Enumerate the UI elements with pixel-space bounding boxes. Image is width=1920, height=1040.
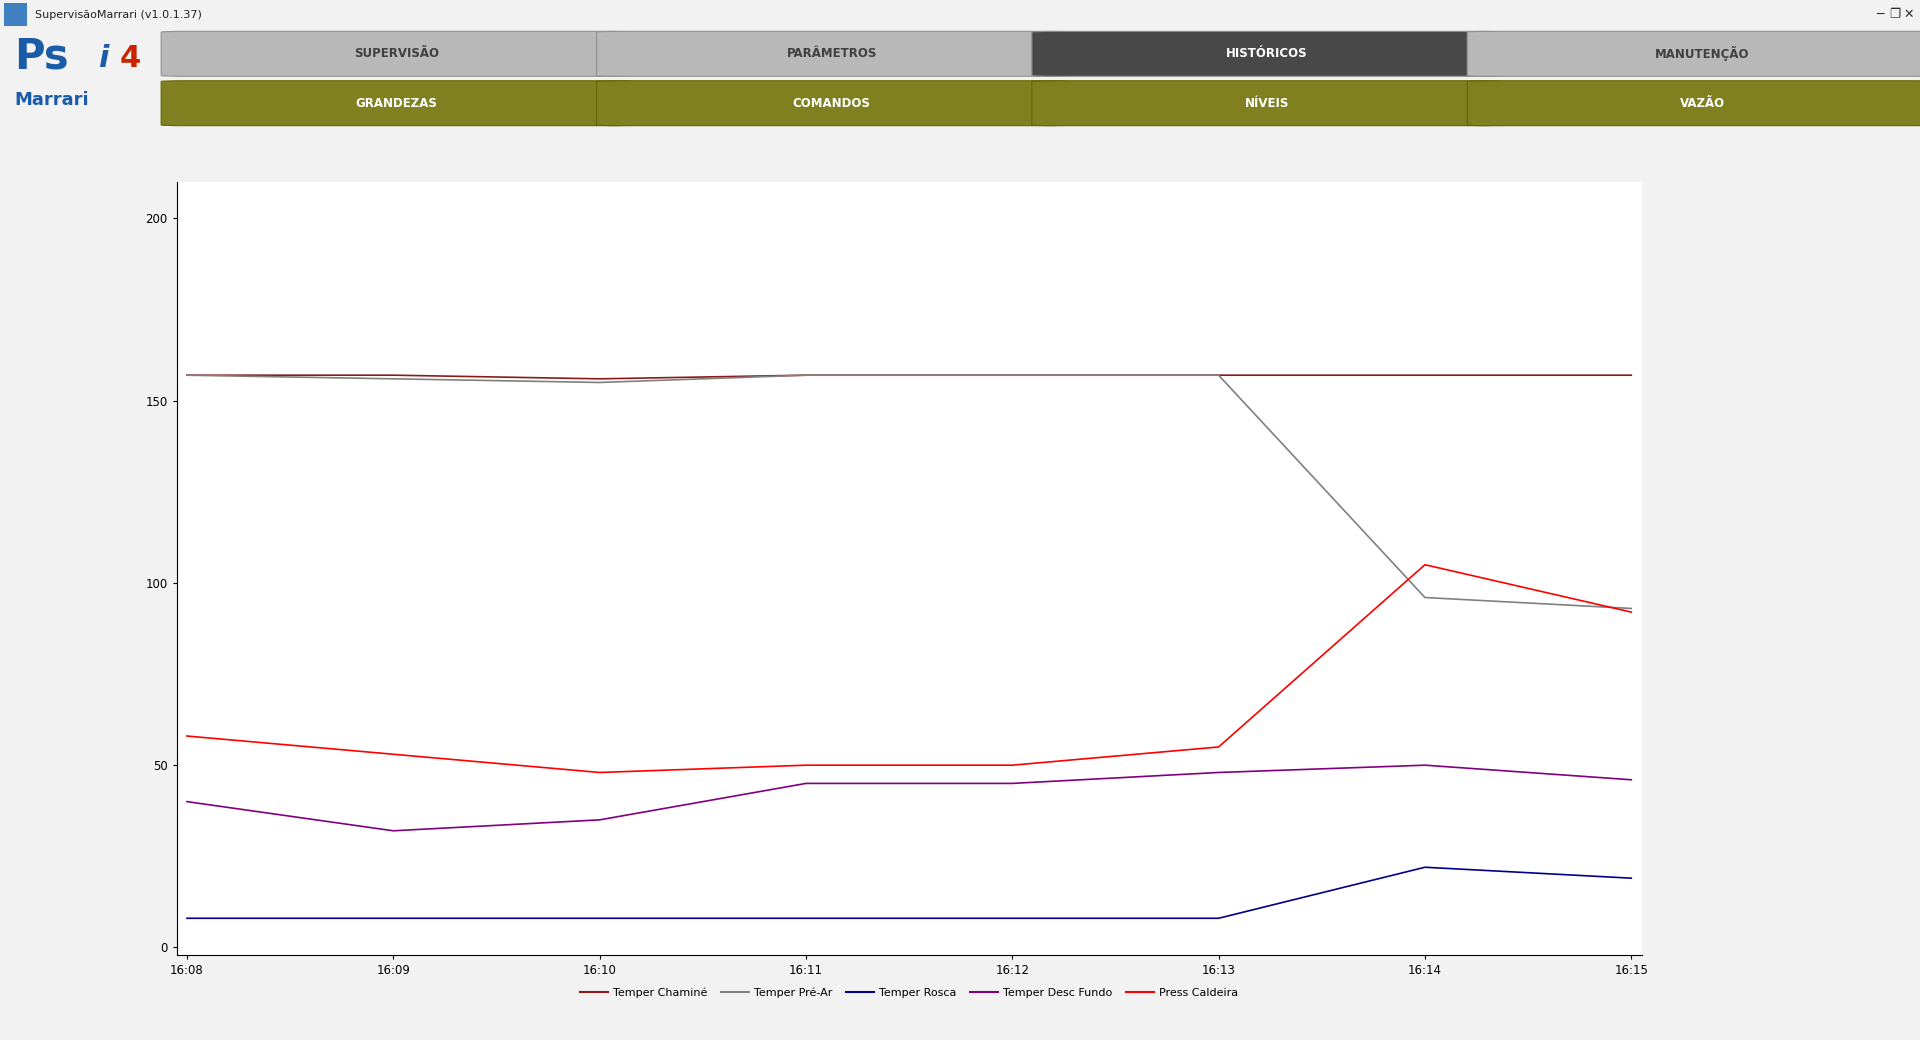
Text: Ps: Ps	[13, 35, 69, 78]
Text: SUPERVISÃO: SUPERVISÃO	[353, 47, 440, 60]
FancyBboxPatch shape	[1467, 31, 1920, 76]
FancyBboxPatch shape	[597, 31, 1068, 76]
Legend: Temper Chaminé, Temper Pré-Ar, Temper Rosca, Temper Desc Fundo, Press Caldeira: Temper Chaminé, Temper Pré-Ar, Temper Ro…	[576, 984, 1242, 1003]
Text: SupervisãoMarrari (v1.0.1.37): SupervisãoMarrari (v1.0.1.37)	[35, 9, 202, 20]
Text: GRANDEZAS: GRANDEZAS	[355, 97, 438, 109]
Text: PARÂMETROS: PARÂMETROS	[787, 47, 877, 60]
Text: COMANDOS: COMANDOS	[793, 97, 870, 109]
Text: HISTÓRICOS: HISTÓRICOS	[1227, 47, 1308, 60]
FancyBboxPatch shape	[597, 81, 1068, 126]
Text: MANUTENÇÃO: MANUTENÇÃO	[1655, 47, 1749, 61]
FancyBboxPatch shape	[161, 31, 632, 76]
FancyBboxPatch shape	[161, 81, 632, 126]
Text: ❐: ❐	[1889, 8, 1901, 21]
Text: ✕: ✕	[1903, 8, 1914, 21]
FancyBboxPatch shape	[1031, 31, 1501, 76]
Text: NÍVEIS: NÍVEIS	[1244, 97, 1288, 109]
Bar	[4, 3, 27, 26]
Text: Marrari: Marrari	[13, 92, 88, 109]
Text: 4: 4	[119, 45, 140, 73]
Text: ─: ─	[1876, 8, 1884, 21]
Text: VAZÃO: VAZÃO	[1680, 97, 1724, 109]
Text: i: i	[98, 45, 109, 73]
FancyBboxPatch shape	[1467, 81, 1920, 126]
FancyBboxPatch shape	[1031, 81, 1501, 126]
